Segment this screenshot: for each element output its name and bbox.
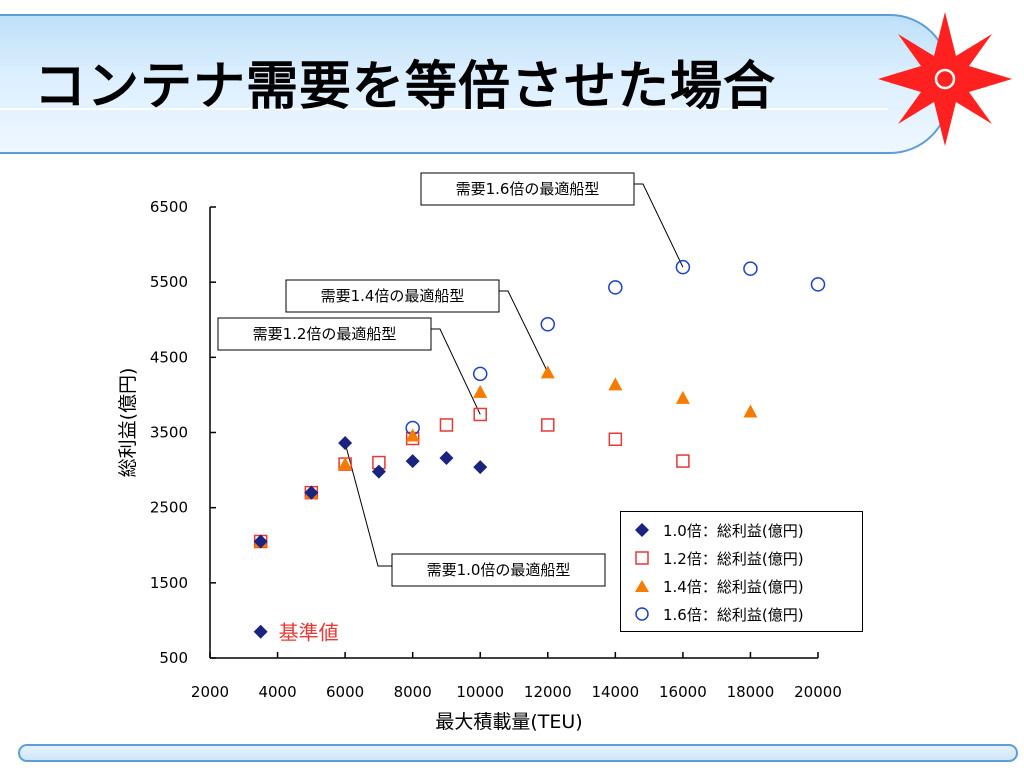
annotation-connector (634, 183, 684, 268)
annotation-text: 需要1.4倍の最適船型 (321, 287, 465, 305)
data-point-triangle (405, 428, 420, 442)
data-point-square (439, 418, 454, 432)
x-tick-label: 18000 (727, 683, 775, 701)
annotation-connector (499, 290, 549, 373)
legend-label: 1.2倍：総利益(億円) (663, 549, 804, 568)
legend-entry: 1.2倍：総利益(億円) (621, 544, 862, 572)
x-tick-label: 16000 (659, 683, 707, 701)
data-point-diamond (439, 451, 454, 466)
title-bar (0, 14, 950, 154)
data-point-square (473, 407, 487, 422)
data-point-triangle (675, 390, 690, 404)
annotation-callout: 需要1.6倍の最適船型 (420, 172, 635, 206)
x-axis-title: 最大積載量(TEU) (435, 711, 582, 733)
y-tick-label: 5500 (150, 273, 188, 291)
legend-circle-icon (635, 607, 649, 621)
legend-square-icon (635, 551, 649, 565)
slide-title: コンテナ需要を等倍させた場合 (34, 57, 777, 117)
annotation-box (391, 553, 606, 587)
data-point-circle (540, 317, 556, 332)
x-tick-label: 12000 (524, 683, 572, 701)
annotation-box (420, 172, 635, 206)
data-point-triangle (338, 457, 353, 471)
legend-label: 1.4倍：総利益(億円) (663, 577, 804, 596)
y-tick-label: 3500 (150, 424, 188, 442)
data-point-circle (743, 261, 758, 276)
annotation-text: 需要1.2倍の最適船型 (253, 325, 397, 343)
chart-labels: 500 1500 2500 3500 4500 5500 6500 2000 4000 6000 8… (117, 172, 842, 733)
data-point-diamond (371, 464, 386, 479)
x-tick-label: 4000 (258, 683, 296, 701)
baseline-label: 基準値 (279, 621, 339, 645)
legend-diamond-icon (635, 523, 649, 537)
x-tick-label: 6000 (326, 683, 364, 701)
data-point-diamond (338, 436, 353, 451)
annotation-box (285, 279, 500, 313)
annotation-text: 需要1.0倍の最適船型 (427, 561, 571, 579)
data-point-square (541, 418, 555, 432)
data-point-triangle (540, 365, 555, 379)
data-point-square (676, 454, 690, 468)
data-point-diamond (405, 454, 420, 469)
legend-triangle-icon (635, 580, 649, 592)
y-tick-label: 500 (159, 649, 188, 667)
annotation-box (217, 317, 432, 351)
y-axis-title: 総利益(億円) (117, 368, 139, 478)
chart-marks (253, 259, 826, 639)
x-tick-label: 8000 (394, 683, 432, 701)
compass-star-shape (878, 12, 1012, 146)
legend-label: 1.6倍：総利益(億円) (663, 605, 804, 624)
annotation-callout: 需要1.0倍の最適船型 (391, 553, 606, 587)
annotation-connector (431, 328, 481, 415)
annotation-callout: 需要1.4倍の最適船型 (285, 279, 500, 313)
data-point-circle (675, 259, 691, 275)
data-point-circle (472, 366, 488, 382)
data-point-diamond (473, 460, 488, 475)
compass-center-ring (934, 68, 956, 90)
data-point-diamond (253, 534, 268, 549)
y-tick-label: 2500 (150, 499, 188, 517)
data-point-triangle (743, 404, 758, 418)
y-tick-label: 6500 (150, 198, 188, 216)
data-point-diamond (304, 485, 319, 500)
data-point-circle (810, 277, 826, 292)
x-tick-label: 10000 (456, 683, 504, 701)
x-tick-label: 2000 (191, 683, 229, 701)
compass-star-icon (878, 12, 1012, 146)
chart-legend: 1.0倍：総利益(億円) 1.2倍：総利益(億円) 1.4倍：総利益(億円) 1… (620, 511, 863, 632)
data-point-circle (608, 280, 623, 295)
legend-entry: 1.0倍：総利益(億円) (621, 516, 862, 544)
y-tick-label: 1500 (150, 574, 188, 592)
annotation-text: 需要1.6倍の最適船型 (456, 180, 600, 198)
legend-entry: 1.6倍：総利益(億円) (621, 600, 862, 628)
annotation-connector (344, 442, 392, 567)
x-tick-label: 20000 (794, 683, 842, 701)
y-tick-label: 4500 (150, 348, 188, 366)
x-tick-label: 14000 (591, 683, 639, 701)
legend-label: 1.0倍：総利益(億円) (663, 521, 804, 540)
chart-axes (209, 206, 819, 659)
footer-bar (18, 744, 1018, 762)
annotation-callout: 需要1.2倍の最適船型 (217, 317, 432, 351)
data-point-triangle (473, 384, 488, 398)
legend-entry: 1.4倍：総利益(億円) (621, 572, 862, 600)
data-point-square (608, 432, 623, 447)
annotation-connectors (344, 183, 684, 567)
baseline-point (253, 624, 268, 639)
data-point-triangle (608, 377, 623, 391)
